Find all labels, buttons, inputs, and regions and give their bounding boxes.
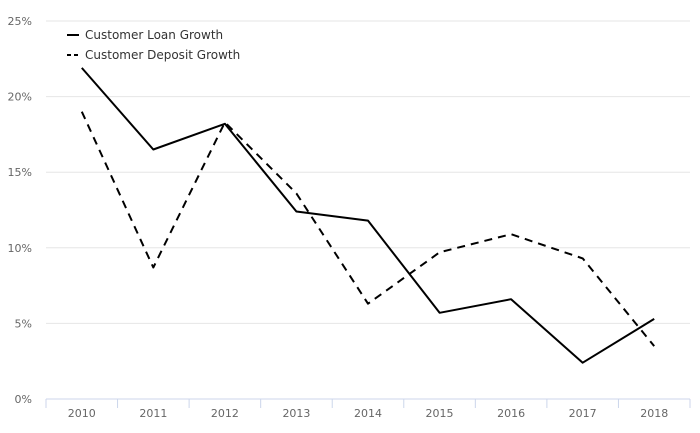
y-tick-label: 25% bbox=[8, 15, 32, 28]
x-tick-label: 2012 bbox=[211, 407, 239, 420]
x-tick-label: 2011 bbox=[139, 407, 167, 420]
x-tick-label: 2015 bbox=[426, 407, 454, 420]
legend-label: Customer Loan Growth bbox=[85, 28, 223, 42]
series-line bbox=[81, 67, 655, 364]
x-axis: 2010 2011 2012 2013 2014 2015 2016 2017 2018 bbox=[45, 398, 691, 420]
x-tick-label: 2016 bbox=[497, 407, 525, 420]
y-tick-label: 0% bbox=[15, 393, 32, 406]
series-lines bbox=[80, 67, 655, 364]
x-tick-label: 2014 bbox=[354, 407, 382, 420]
y-tick-label: 5% bbox=[15, 317, 32, 330]
y-tick-label: 15% bbox=[8, 166, 32, 179]
y-tick-label: 20% bbox=[8, 91, 32, 104]
x-tick-label: 2018 bbox=[640, 407, 668, 420]
grid-lines bbox=[46, 20, 690, 324]
legend-label: Customer Deposit Growth bbox=[85, 48, 240, 62]
legend: Customer Loan Growth Customer Deposit Gro… bbox=[67, 28, 240, 62]
x-tick-label: 2013 bbox=[282, 407, 310, 420]
x-tick-label: 2010 bbox=[68, 407, 96, 420]
y-tick-label: 10% bbox=[8, 242, 32, 255]
series-line bbox=[80, 111, 655, 347]
x-tick-label: 2017 bbox=[569, 407, 597, 420]
y-axis-ticks: 0% 5% 10% 15% 20% 25% bbox=[8, 15, 32, 406]
